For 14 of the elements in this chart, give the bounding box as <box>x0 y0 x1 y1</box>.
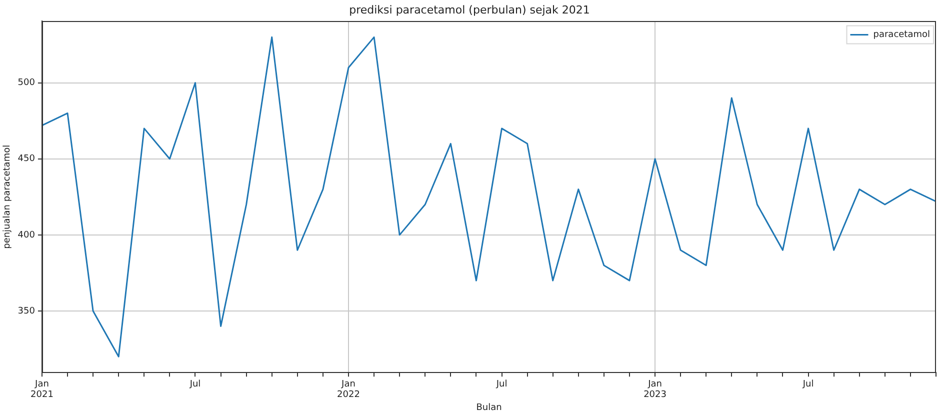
x-tick-label: Jul <box>188 379 201 390</box>
y-tick-label: 450 <box>18 154 36 164</box>
legend-label: paracetamol <box>873 30 930 40</box>
y-tick-label: 500 <box>18 78 36 88</box>
y-axis-title: penjualan paracetamol <box>2 144 13 249</box>
y-tick-label: 400 <box>18 230 36 240</box>
y-tick-label: 350 <box>18 306 36 316</box>
x-tick-label: Jul <box>495 379 508 390</box>
chart-title: prediksi paracetamol (perbulan) sejak 2021 <box>349 3 590 16</box>
x-tick-label: Jul <box>802 379 814 390</box>
x-axis-title: Bulan <box>476 402 502 413</box>
x-tick-label: Jan 2021 <box>30 379 54 400</box>
x-tick-label: Jan 2023 <box>644 379 666 400</box>
x-tick-label: Jan 2022 <box>337 379 360 400</box>
